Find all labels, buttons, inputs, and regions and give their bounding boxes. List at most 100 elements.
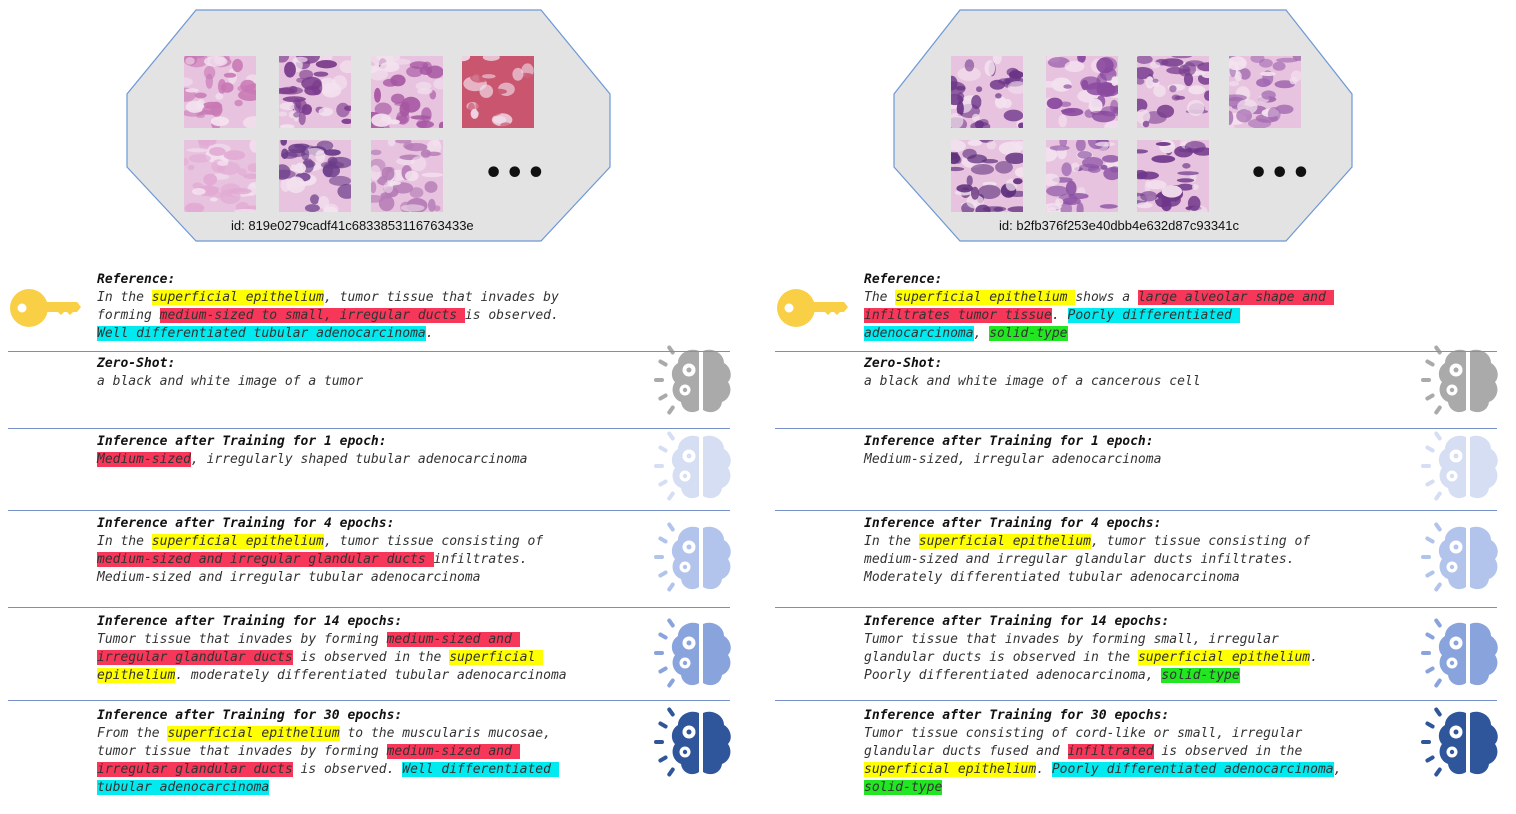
section-text: a black and white image of a tumor [97,373,363,391]
section-divider [775,428,1497,429]
highlight-yellow: superficial epithelium [151,290,324,305]
text-segment: The [864,290,896,305]
tissue-thumbnail [371,140,443,212]
text-segment: Medium-sized, irregular adenocarcinoma [864,452,1162,467]
text-segment: . [1051,308,1068,323]
section-text: Medium-sized, irregularly shaped tubular… [97,451,527,469]
highlight-cyan: Well differentiated tubular adenocarcino… [97,326,426,341]
section-text: a black and white image of a cancerous c… [864,373,1201,391]
highlight-yellow: superficial epithelium [151,534,324,549]
section-heading: Inference after Training for 4 epochs: [97,516,395,531]
highlight-cyan: tubular adenocarcinoma [97,780,270,795]
highlight-green: solid-type [864,780,943,795]
text-segment: Moderately differentiated tubular adenoc… [864,570,1240,585]
highlight-red: large alveolar shape and [1137,290,1334,305]
text-segment: , [1333,762,1342,777]
section-heading: Zero-Shot: [97,356,176,371]
section-divider [775,700,1497,701]
section-text: In the superficial epithelium, tumor tis… [97,289,559,343]
key-icon [777,289,848,327]
text-line: medium-sized and irregular glandular duc… [97,551,543,569]
sample-id: id: 819e0279cadf41c6833853116763433e [231,218,474,233]
text-segment: is observed in the [292,650,450,665]
section-text: Medium-sized, irregular adenocarcinoma [864,451,1161,469]
tissue-thumbnail [184,56,256,128]
highlight-cyan: adenocarcinoma [864,326,974,341]
tissue-thumbnail [1137,140,1209,212]
key-icon [10,289,81,327]
section-heading: Inference after Training for 4 epochs: [864,516,1162,531]
section-divider [775,351,1497,352]
text-segment: From the [97,726,168,741]
text-line: From the superficial epithelium to the m… [97,725,559,743]
section-divider [8,428,730,429]
text-line: In the superficial epithelium, tumor tis… [97,289,559,307]
text-segment: . [1310,650,1318,665]
highlight-yellow: superficial epithelium [895,290,1076,305]
highlight-red: medium-sized to small, irregular ducts [159,308,465,323]
text-line: Medium-sized, irregular adenocarcinoma [864,451,1161,469]
text-segment: Tumor tissue that invades by forming [97,632,387,647]
tissue-thumbnail [279,140,351,212]
highlight-red: infiltrated [1067,744,1154,759]
highlight-red: Medium-sized [97,452,191,467]
text-line: epithelium. moderately differentiated tu… [97,667,567,685]
highlight-red: medium-sized and [386,744,520,759]
text-segment: , tumor tissue that invades by [323,290,559,305]
text-segment: , irregularly shaped tubular adenocarcin… [190,452,528,467]
highlight-green: solid-type [1161,668,1240,683]
text-segment: . moderately differentiated tubular aden… [175,668,567,683]
section-divider [8,510,730,511]
text-line: a black and white image of a cancerous c… [864,373,1201,391]
text-line: irregular glandular ducts is observed in… [97,649,567,667]
text-line: Tumor tissue that invades by forming med… [97,631,567,649]
text-segment: In the [97,534,152,549]
section-text: Tumor tissue that invades by forming sma… [864,631,1318,685]
section-text: Tumor tissue consisting of cord-like or … [864,725,1341,797]
section-text: From the superficial epithelium to the m… [97,725,559,797]
brain-gear-icon [654,522,731,592]
text-segment: . [1036,762,1052,777]
text-line: Moderately differentiated tubular adenoc… [864,569,1310,587]
column-left: ••• id: 819e0279cadf41c6833853116763433e… [0,0,740,814]
text-line: In the superficial epithelium, tumor tis… [864,533,1310,551]
brain-gear-icon [654,618,731,688]
tissue-thumbnail [1046,56,1118,128]
text-segment: glandular ducts fused and [864,744,1068,759]
section-divider [775,510,1497,511]
text-segment: . [425,326,434,341]
text-segment: , [973,326,990,341]
text-segment: glandular ducts is observed in the [864,650,1138,665]
text-segment: , tumor tissue consisting of [1090,534,1311,549]
tissue-thumbnail [1229,56,1301,128]
text-segment: tumor tissue that invades by forming [97,744,387,759]
section-text: The superficial epithelium shows a large… [864,289,1334,343]
highlight-cyan: Well differentiated [402,762,559,777]
section-text: In the superficial epithelium, tumor tis… [97,533,543,587]
text-line: a black and white image of a tumor [97,373,363,391]
text-line: tumor tissue that invades by forming med… [97,743,559,761]
highlight-red: irregular glandular ducts [97,650,293,665]
highlight-yellow: superficial epithelium [918,534,1091,549]
section-text: In the superficial epithelium, tumor tis… [864,533,1310,587]
text-segment: infiltrates. [433,552,528,567]
text-line: forming medium-sized to small, irregular… [97,307,559,325]
highlight-yellow: superficial [449,650,544,665]
text-segment: medium-sized and irregular glandular duc… [864,552,1295,567]
tissue-thumbnail [371,56,443,128]
tissue-thumbnail [951,56,1023,128]
more-indicator: ••• [1249,156,1313,191]
section-heading: Inference after Training for 30 epochs: [864,708,1170,723]
text-line: superficial epithelium. Poorly different… [864,761,1341,779]
text-segment: , tumor tissue consisting of [323,534,544,549]
highlight-cyan: Poorly differentiated adenocarcinoma [1051,762,1334,777]
text-line: Medium-sized, irregularly shaped tubular… [97,451,527,469]
text-segment: is observed in the [1153,744,1303,759]
tissue-thumbnail [1137,56,1209,128]
section-text: Tumor tissue that invades by forming med… [97,631,567,685]
text-segment: Medium-sized and irregular tubular adeno… [97,570,481,585]
tissue-thumbnail [462,56,534,128]
tissue-thumbnail [951,140,1023,212]
text-line: medium-sized and irregular glandular duc… [864,551,1310,569]
brain-gear-icon [1421,618,1498,688]
